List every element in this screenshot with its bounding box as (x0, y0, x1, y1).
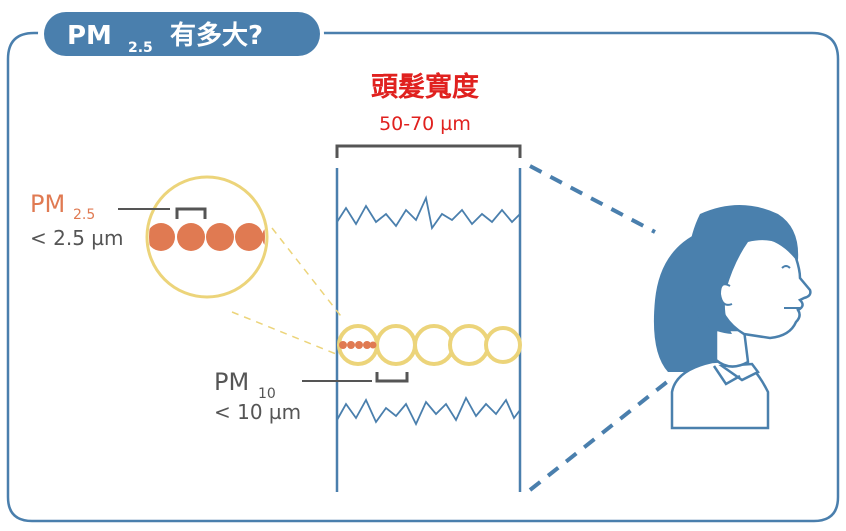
magnifier-circle-icon (145, 175, 269, 299)
person-icon (653, 205, 812, 430)
title-prefix: PM (67, 21, 112, 51)
pm25-label: PM (30, 190, 65, 218)
hair-strand-icon (335, 168, 522, 492)
pm10-bracket (375, 372, 409, 383)
hair-width-label: 頭髮寬度 (371, 71, 479, 103)
zoom-dash-bottom (231, 311, 337, 355)
outer-frame (6, 31, 840, 523)
pm10-size: < 10 µm (214, 400, 301, 424)
view-dash-bottom (528, 376, 674, 492)
pm25-size: < 2.5 µm (30, 226, 124, 250)
pm25-bracket (175, 207, 207, 219)
title-suffix: 有多大? (170, 21, 263, 51)
pm10-subscript: 10 (258, 386, 276, 402)
pm10-particles (337, 324, 522, 366)
pm25-small-particles (339, 341, 377, 349)
title-subscript: 2.5 (128, 40, 153, 56)
hair-width-size: 50-70 µm (379, 113, 471, 135)
zoom-dash-top (271, 227, 345, 321)
title-badge: PM 2.5 有多大? (38, 8, 324, 60)
pm10-label: PM (214, 368, 249, 396)
hair-width-bracket (335, 144, 522, 158)
pm25-subscript: 2.5 (73, 207, 95, 223)
view-dash-top (529, 164, 656, 234)
